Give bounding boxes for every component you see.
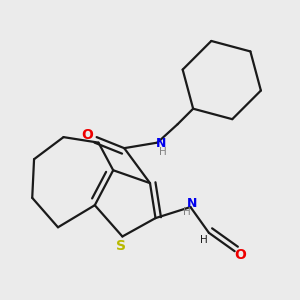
Text: H: H — [159, 147, 167, 157]
Text: N: N — [156, 137, 166, 150]
Text: O: O — [82, 128, 93, 142]
Text: N: N — [187, 197, 197, 210]
Text: S: S — [116, 239, 126, 253]
Text: O: O — [234, 248, 246, 262]
Text: H: H — [200, 235, 208, 245]
Text: H: H — [183, 207, 191, 217]
